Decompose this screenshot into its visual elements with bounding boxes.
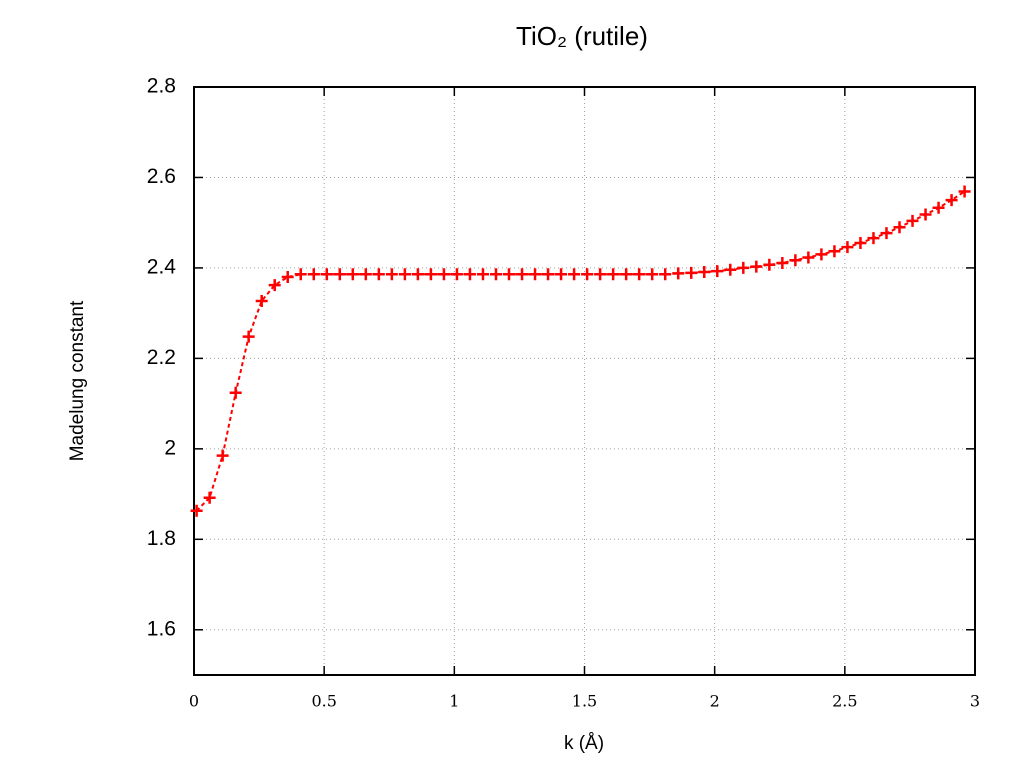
x-axis-label: k (Å): [564, 733, 604, 754]
point-marker: [698, 265, 711, 278]
point-marker: [242, 330, 255, 343]
point-marker: [411, 268, 424, 281]
point-marker: [529, 268, 542, 281]
x-tick-label: 1.5: [572, 692, 597, 711]
point-marker: [190, 504, 203, 517]
point-marker: [385, 268, 398, 281]
x-tick-label: 0.5: [311, 692, 336, 711]
point-marker: [607, 268, 620, 281]
point-marker: [776, 256, 789, 269]
point-marker: [854, 237, 867, 250]
chart-title: TiO₂ (rutile): [516, 21, 648, 51]
point-marker: [737, 261, 750, 274]
y-tick-label: 1.6: [147, 617, 176, 640]
point-marker: [294, 268, 307, 281]
point-marker: [359, 268, 372, 281]
point-marker: [958, 185, 971, 198]
point-marker: [867, 232, 880, 245]
point-marker: [463, 268, 476, 281]
point-marker: [620, 268, 633, 281]
point-marker: [633, 268, 646, 281]
point-marker: [503, 268, 516, 281]
point-marker: [542, 268, 555, 281]
point-marker: [346, 268, 359, 281]
y-tick-label: 2: [164, 436, 176, 459]
x-tick-label: 1: [449, 692, 459, 711]
point-marker: [320, 268, 333, 281]
data-line: [195, 190, 966, 512]
point-marker: [424, 268, 437, 281]
point-marker: [750, 260, 763, 273]
point-marker: [945, 194, 958, 207]
point-marker: [724, 263, 737, 276]
x-tick-label: 2.5: [832, 692, 857, 711]
point-marker: [685, 266, 698, 279]
point-marker: [763, 258, 776, 271]
y-tick-label: 1.8: [147, 527, 176, 550]
point-marker: [841, 241, 854, 254]
point-marker: [372, 268, 385, 281]
point-marker: [932, 201, 945, 214]
y-axis-label: Madelung constant: [67, 300, 88, 461]
point-marker: [646, 268, 659, 281]
y-tick-label: 2.2: [147, 346, 176, 369]
point-marker: [659, 268, 672, 281]
y-tick-label: 2.8: [147, 75, 176, 98]
point-marker: [216, 449, 229, 462]
point-marker: [802, 251, 815, 264]
x-tick-label: 2: [710, 692, 720, 711]
point-marker: [711, 265, 724, 278]
point-marker: [450, 268, 463, 281]
point-marker: [555, 268, 568, 281]
point-marker: [476, 268, 489, 281]
point-marker: [672, 267, 685, 280]
point-marker: [333, 268, 346, 281]
point-marker: [594, 268, 607, 281]
y-tick-label: 2.4: [147, 255, 177, 278]
point-marker: [828, 245, 841, 258]
x-tick-label: 0: [189, 692, 199, 711]
point-marker: [229, 386, 242, 399]
point-marker: [581, 268, 594, 281]
point-marker: [268, 279, 281, 292]
point-marker: [281, 270, 294, 283]
point-marker: [880, 227, 893, 240]
point-marker: [893, 221, 906, 234]
point-marker: [489, 268, 502, 281]
point-marker: [307, 268, 320, 281]
point-marker: [255, 294, 268, 307]
point-marker: [516, 268, 529, 281]
point-marker: [568, 268, 581, 281]
point-marker: [398, 268, 411, 281]
plot-frame: [193, 86, 976, 676]
point-marker: [906, 214, 919, 227]
point-marker: [789, 254, 802, 267]
x-tick-label: 3: [970, 692, 980, 711]
y-tick-label: 2.6: [147, 165, 176, 188]
point-marker: [815, 248, 828, 261]
point-marker: [919, 208, 932, 221]
point-marker: [203, 491, 216, 504]
point-marker: [437, 268, 450, 281]
